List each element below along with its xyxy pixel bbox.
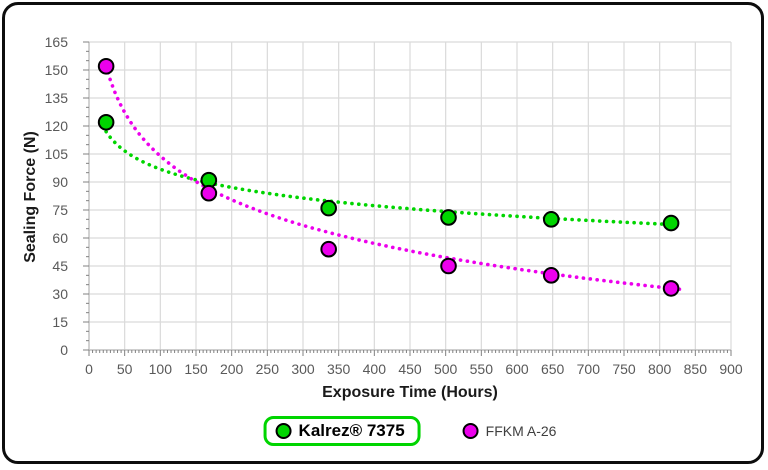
y-tick-label: 45 xyxy=(52,258,68,274)
ffkm-series-marker-icon xyxy=(462,423,479,439)
x-tick-label: 450 xyxy=(398,361,422,377)
x-tick-label: 350 xyxy=(327,361,351,377)
y-tick-label: 165 xyxy=(45,34,69,50)
y-tick-label: 150 xyxy=(45,62,69,78)
x-tick-label: 50 xyxy=(117,361,133,377)
y-tick-label: 105 xyxy=(45,146,69,162)
data-point-kalrez xyxy=(320,199,337,217)
chart-frame-border xyxy=(2,2,764,464)
x-tick-label: 0 xyxy=(85,361,93,377)
legend-label-kalrez-7375: Kalrez® 7375 xyxy=(298,421,405,440)
data-point-kalrez xyxy=(97,113,115,131)
x-tick-label: 500 xyxy=(434,361,458,377)
y-tick-label: 60 xyxy=(52,230,68,246)
x-tick-label: 900 xyxy=(719,361,743,377)
y-tick-label: 120 xyxy=(45,118,69,134)
data-point-kalrez xyxy=(542,211,560,228)
sealing-force-vs-exposure-time-plot: 0 50 100 150 200 250 300 350 400 450 500 550 600 650 7… xyxy=(45,34,743,377)
x-tick-label: 850 xyxy=(684,361,708,377)
chart-legend: Kalrez® 7375 FFKM A-26 xyxy=(263,416,557,446)
x-tick-label: 200 xyxy=(220,361,244,377)
data-point-kalrez xyxy=(662,214,680,232)
y-tick-label: 0 xyxy=(60,342,68,358)
x-tick-label: 800 xyxy=(648,361,672,377)
legend-label-ffkm-a26: FFKM A-26 xyxy=(485,423,557,439)
data-point-ffkm xyxy=(97,57,115,75)
x-tick-label: 700 xyxy=(577,361,601,377)
x-tick-label: 150 xyxy=(184,361,208,377)
data-point-ffkm xyxy=(440,257,457,275)
y-tick-label: 75 xyxy=(52,202,68,218)
x-axis-title: Exposure Time (Hours) xyxy=(322,384,498,401)
y-axis-title: Sealing Force (N) xyxy=(22,131,39,263)
x-tick-label: 400 xyxy=(363,361,387,377)
x-tick-label: 550 xyxy=(470,361,494,377)
y-tick-label: 15 xyxy=(52,314,68,330)
legend-item-kalrez-7375: Kalrez® 7375 xyxy=(263,416,421,446)
y-tick-label: 30 xyxy=(52,286,68,302)
x-tick-label: 650 xyxy=(541,361,565,377)
y-tick-label: 135 xyxy=(45,90,69,106)
y-tick-label: 90 xyxy=(52,174,68,190)
x-tick-label: 300 xyxy=(291,361,315,377)
x-tick-label: 750 xyxy=(612,361,636,377)
data-point-ffkm xyxy=(320,240,337,258)
kalrez-series-marker-icon xyxy=(275,423,292,439)
x-tick-label: 100 xyxy=(149,361,173,377)
x-tick-label: 250 xyxy=(256,361,280,377)
trendline-ffkm xyxy=(104,64,683,292)
data-point-ffkm xyxy=(200,184,218,202)
data-point-kalrez xyxy=(440,209,457,226)
legend-item-ffkm-a26: FFKM A-26 xyxy=(462,423,557,439)
data-point-ffkm xyxy=(542,267,560,284)
data-point-ffkm xyxy=(662,280,680,297)
x-tick-label: 600 xyxy=(505,361,529,377)
